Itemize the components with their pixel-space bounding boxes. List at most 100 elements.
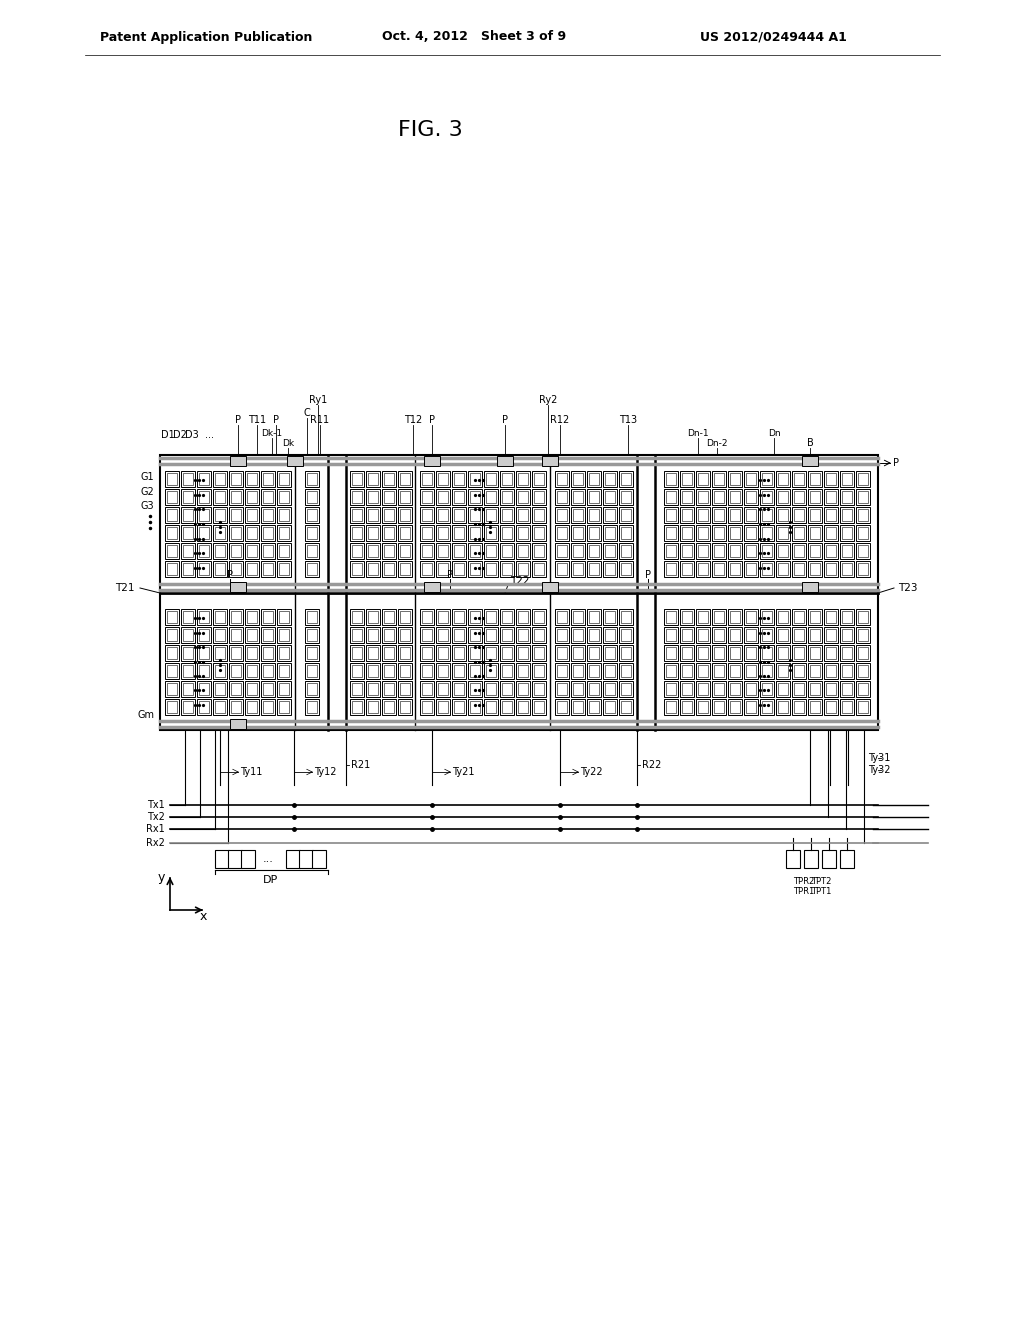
Bar bbox=[842, 527, 852, 539]
Bar bbox=[712, 507, 725, 523]
Bar bbox=[382, 543, 395, 558]
Bar bbox=[587, 507, 600, 523]
Bar bbox=[792, 471, 806, 487]
Bar bbox=[855, 663, 869, 678]
Bar bbox=[666, 564, 676, 576]
Bar bbox=[454, 647, 464, 659]
Bar bbox=[435, 507, 450, 523]
Bar bbox=[245, 627, 258, 643]
Bar bbox=[454, 664, 464, 676]
Bar bbox=[743, 663, 758, 678]
Bar bbox=[247, 610, 256, 623]
Bar bbox=[792, 627, 806, 643]
Bar bbox=[260, 471, 274, 487]
Text: Ty11: Ty11 bbox=[240, 767, 262, 777]
Bar bbox=[857, 682, 867, 694]
Bar bbox=[399, 610, 410, 623]
Bar bbox=[727, 525, 741, 541]
Bar bbox=[697, 610, 708, 623]
Bar bbox=[167, 647, 176, 659]
Bar bbox=[197, 644, 211, 660]
Bar bbox=[182, 527, 193, 539]
Bar bbox=[857, 664, 867, 676]
Bar bbox=[276, 698, 291, 714]
Bar bbox=[555, 488, 568, 506]
Bar bbox=[857, 527, 867, 539]
Bar bbox=[213, 488, 226, 506]
Bar bbox=[276, 681, 291, 697]
Bar bbox=[435, 644, 450, 660]
Bar bbox=[531, 681, 546, 697]
Bar bbox=[729, 628, 739, 640]
Bar bbox=[228, 525, 243, 541]
Bar bbox=[762, 664, 771, 676]
Bar bbox=[762, 647, 771, 659]
Bar bbox=[517, 664, 527, 676]
Bar bbox=[570, 471, 585, 487]
Bar bbox=[745, 628, 756, 640]
Bar bbox=[247, 473, 256, 484]
Bar bbox=[570, 627, 585, 643]
Bar bbox=[199, 628, 209, 640]
Bar bbox=[214, 527, 224, 539]
Bar bbox=[777, 628, 787, 640]
Bar bbox=[279, 491, 289, 503]
Bar bbox=[397, 561, 412, 577]
Bar bbox=[680, 507, 693, 523]
Bar bbox=[483, 525, 498, 541]
Bar bbox=[247, 682, 256, 694]
Bar bbox=[515, 681, 529, 697]
Text: P: P bbox=[645, 570, 651, 579]
Bar bbox=[697, 701, 708, 713]
Bar bbox=[762, 610, 771, 623]
Bar bbox=[230, 610, 241, 623]
Bar bbox=[452, 507, 466, 523]
Bar bbox=[515, 525, 529, 541]
Bar bbox=[618, 644, 633, 660]
Bar bbox=[792, 681, 806, 697]
Bar bbox=[214, 491, 224, 503]
Bar bbox=[483, 488, 498, 506]
Bar bbox=[743, 561, 758, 577]
Bar bbox=[165, 561, 178, 577]
Bar bbox=[452, 561, 466, 577]
Bar bbox=[697, 664, 708, 676]
Bar bbox=[695, 507, 710, 523]
Bar bbox=[517, 647, 527, 659]
Bar bbox=[306, 491, 316, 503]
Bar bbox=[245, 507, 258, 523]
Bar bbox=[727, 561, 741, 577]
Bar bbox=[165, 488, 178, 506]
Bar bbox=[855, 698, 869, 714]
Bar bbox=[572, 564, 583, 576]
Bar bbox=[682, 664, 691, 676]
Bar bbox=[682, 545, 691, 557]
Bar bbox=[197, 698, 211, 714]
Bar bbox=[165, 609, 178, 624]
Bar bbox=[180, 488, 195, 506]
Bar bbox=[695, 488, 710, 506]
Bar bbox=[682, 610, 691, 623]
Bar bbox=[743, 609, 758, 624]
Bar bbox=[808, 698, 821, 714]
Bar bbox=[808, 507, 821, 523]
Bar bbox=[182, 610, 193, 623]
Bar bbox=[792, 488, 806, 506]
Bar bbox=[245, 663, 258, 678]
Bar bbox=[382, 561, 395, 577]
Bar bbox=[180, 561, 195, 577]
Bar bbox=[165, 525, 178, 541]
Bar bbox=[382, 488, 395, 506]
Bar bbox=[165, 471, 178, 487]
Bar bbox=[682, 527, 691, 539]
Text: B: B bbox=[807, 438, 813, 447]
Bar bbox=[165, 644, 178, 660]
Bar bbox=[214, 647, 224, 659]
Bar bbox=[260, 681, 274, 697]
Bar bbox=[167, 545, 176, 557]
Bar bbox=[697, 473, 708, 484]
Bar bbox=[602, 698, 616, 714]
Bar bbox=[517, 510, 527, 521]
Bar bbox=[366, 507, 380, 523]
Text: T13: T13 bbox=[618, 414, 637, 425]
